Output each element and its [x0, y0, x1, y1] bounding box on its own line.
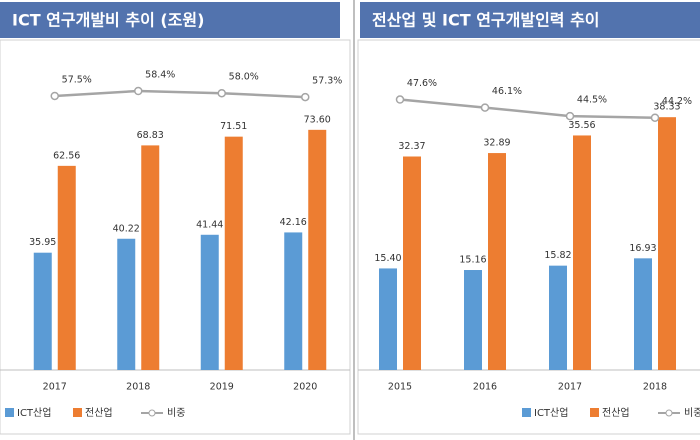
line-marker — [217, 88, 226, 98]
value-label: 68.83 — [137, 130, 164, 141]
x-tick-label: 2017 — [558, 382, 582, 393]
legend-swatch — [522, 408, 531, 417]
legend-swatch — [665, 409, 673, 417]
value-label: 57.3% — [312, 76, 342, 87]
x-tick-label: 2020 — [293, 382, 317, 393]
bar — [57, 165, 76, 370]
value-label: 71.51 — [220, 121, 247, 132]
x-tick-label: 2016 — [473, 382, 497, 393]
value-label: 46.1% — [492, 86, 522, 97]
bar — [200, 234, 219, 370]
bar — [658, 117, 676, 370]
value-label: 32.89 — [483, 138, 510, 149]
line-marker — [50, 91, 59, 101]
value-label: 44.5% — [577, 95, 607, 106]
value-label: 40.22 — [113, 223, 140, 234]
legend-label: ICT산업 — [17, 406, 51, 419]
value-label: 38.33 — [653, 102, 680, 113]
bar — [224, 136, 243, 370]
legend-label: 전산업 — [602, 406, 630, 419]
bar — [573, 135, 591, 370]
bar — [284, 232, 303, 370]
value-label: 73.60 — [304, 114, 331, 125]
value-label: 58.4% — [145, 70, 175, 81]
panel-border — [0, 39, 351, 435]
line-marker — [565, 111, 575, 121]
value-label: 41.44 — [196, 219, 223, 230]
value-label: 62.56 — [53, 150, 80, 161]
value-label: 15.82 — [544, 250, 571, 261]
bar — [141, 145, 160, 370]
title-bar — [0, 2, 340, 38]
x-tick-label: 2017 — [43, 382, 67, 393]
chart-title: ICT 연구개발비 추이 (조원) — [12, 11, 204, 30]
legend-label: ICT산업 — [534, 406, 568, 419]
legend-swatch — [73, 408, 82, 417]
legend-swatch — [590, 408, 599, 417]
x-tick-label: 2019 — [210, 382, 234, 393]
x-tick-label: 2015 — [388, 382, 412, 393]
bar — [403, 156, 421, 370]
chart-panel: ICT 연구개발비 추이 (조원) 2017 2018 2019 2020 35.95 40… — [0, 11, 350, 419]
chart-panel: 전산업 및 ICT 연구개발인력 추이 2015 2016 2017 2018 15.40… — [358, 11, 700, 419]
bar — [33, 252, 52, 370]
value-label: 32.37 — [398, 141, 425, 152]
line — [399, 98, 656, 119]
line-marker — [134, 86, 143, 96]
legend-swatch — [5, 408, 14, 417]
legend-swatch — [148, 409, 156, 417]
value-label: 15.40 — [374, 253, 401, 264]
legend-label: 전산업 — [85, 406, 113, 419]
panel-border — [357, 39, 700, 435]
x-tick-label: 2018 — [126, 382, 150, 393]
value-label: 47.6% — [407, 78, 437, 89]
value-label: 57.5% — [62, 74, 92, 85]
bar — [117, 238, 136, 370]
bar — [379, 268, 397, 370]
value-label: 15.16 — [459, 255, 486, 266]
value-label: 35.56 — [568, 120, 595, 131]
legend-label: 비중 — [167, 407, 185, 419]
chart-title: 전산업 및 ICT 연구개발인력 추이 — [372, 11, 600, 30]
value-label: 35.95 — [29, 237, 56, 248]
line-marker — [480, 103, 490, 112]
value-label: 58.0% — [229, 72, 259, 83]
bar — [308, 129, 327, 370]
value-label: 44.2% — [662, 96, 692, 107]
bar — [549, 265, 567, 370]
value-label: 16.93 — [629, 243, 656, 254]
value-label: 42.16 — [280, 217, 307, 228]
line-marker — [301, 92, 310, 102]
line-marker — [395, 95, 405, 104]
bar — [464, 270, 482, 370]
line — [54, 89, 306, 99]
line-marker — [650, 113, 660, 122]
x-tick-label: 2018 — [643, 382, 667, 393]
bar — [634, 258, 652, 370]
bar — [488, 153, 506, 370]
legend-label: 비중 — [684, 407, 700, 419]
title-bar — [360, 2, 700, 38]
